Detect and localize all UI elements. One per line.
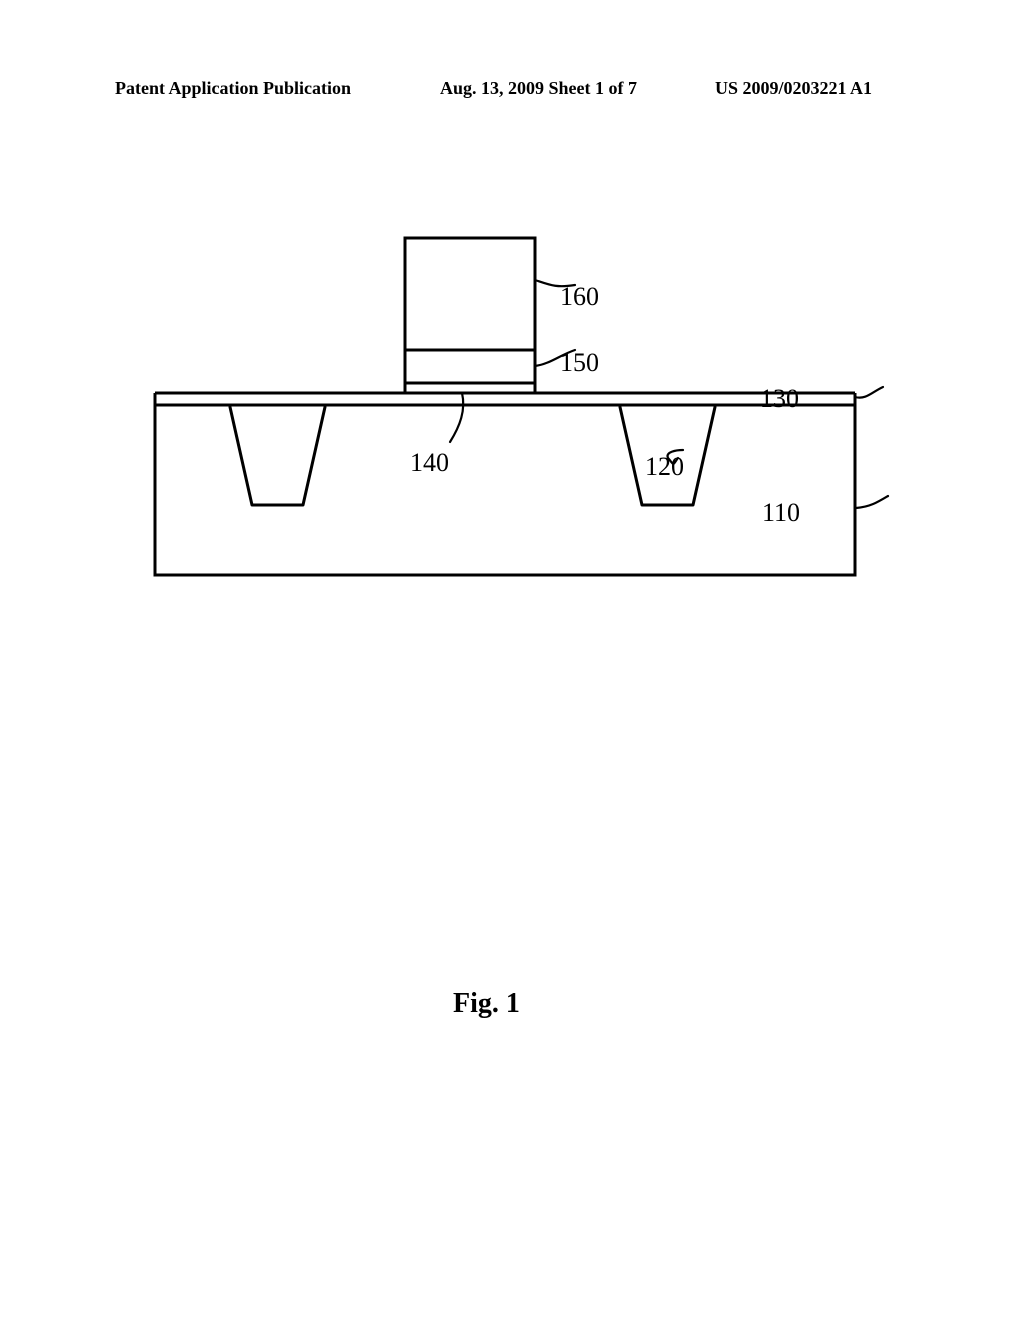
- figure-caption: Fig. 1: [453, 988, 520, 1020]
- ref-label: 140: [410, 448, 449, 478]
- ref-label: 130: [760, 384, 799, 414]
- header-right: US 2009/0203221 A1: [715, 78, 872, 99]
- header-left: Patent Application Publication: [115, 78, 351, 99]
- ref-label: 120: [645, 452, 684, 482]
- figure-diagram: [130, 230, 900, 630]
- ref-label: 150: [560, 348, 599, 378]
- header-center: Aug. 13, 2009 Sheet 1 of 7: [440, 78, 637, 99]
- ref-label: 160: [560, 282, 599, 312]
- ref-label: 110: [762, 498, 800, 528]
- diagram-svg: [130, 230, 900, 630]
